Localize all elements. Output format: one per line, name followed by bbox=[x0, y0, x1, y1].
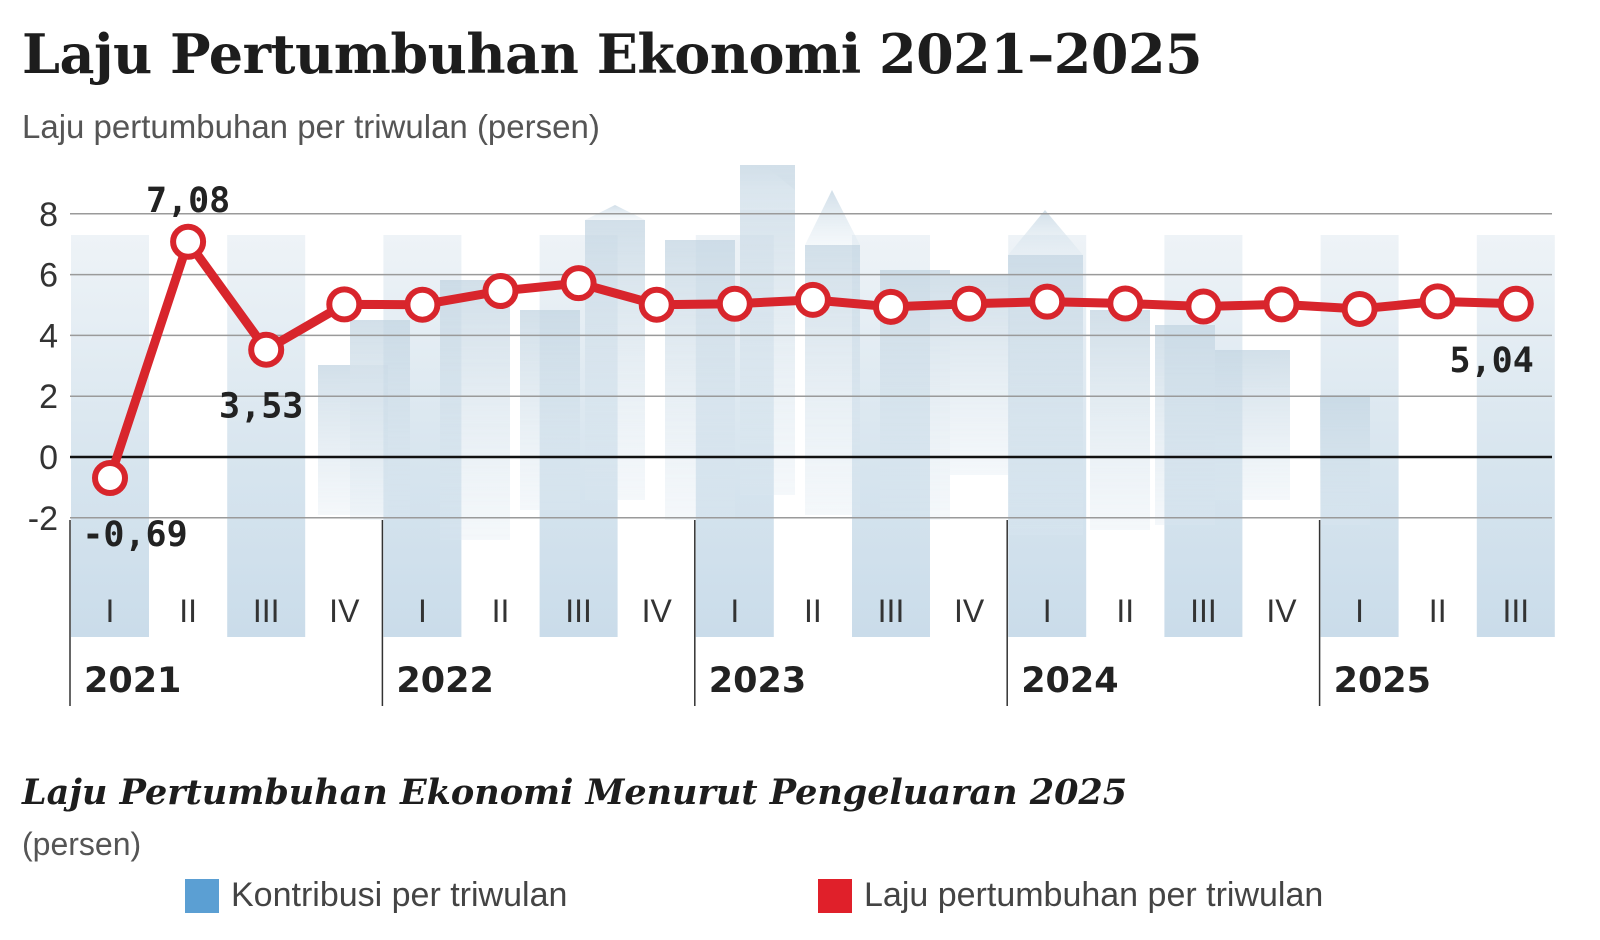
data-point bbox=[170, 223, 207, 260]
data-point bbox=[482, 273, 519, 310]
quarter-label: I bbox=[418, 593, 427, 629]
y-tick-label: 0 bbox=[39, 439, 58, 477]
y-tick-label: -2 bbox=[28, 500, 58, 538]
data-point bbox=[326, 286, 363, 323]
data-label: -0,69 bbox=[82, 515, 187, 555]
data-label: 5,04 bbox=[1450, 341, 1534, 381]
quarter-label: III bbox=[878, 593, 905, 629]
legend-label-contribution: Kontribusi per triwulan bbox=[231, 876, 568, 914]
quarter-label: IV bbox=[954, 593, 985, 629]
quarter-label: IV bbox=[329, 593, 360, 629]
data-point bbox=[1341, 290, 1378, 327]
year-label: 2024 bbox=[1021, 661, 1118, 701]
data-point bbox=[716, 285, 753, 322]
data-point bbox=[951, 285, 988, 322]
data-point bbox=[560, 265, 597, 302]
quarter-label: I bbox=[730, 593, 739, 629]
data-label: 7,08 bbox=[146, 181, 230, 221]
legend-swatch-blue bbox=[185, 878, 219, 913]
legend-swatch-red bbox=[818, 878, 852, 913]
y-tick-label: 4 bbox=[39, 317, 58, 355]
chart-title: Laju Pertumbuhan Ekonomi 2021–2025 bbox=[22, 22, 1203, 86]
quarter-label: IV bbox=[1266, 593, 1297, 629]
chart-subtitle: Laju pertumbuhan per triwulan (persen) bbox=[22, 108, 600, 145]
data-point bbox=[794, 281, 831, 318]
year-label: 2023 bbox=[709, 661, 806, 701]
quarter-label: II bbox=[179, 593, 197, 629]
quarter-label: II bbox=[1116, 593, 1134, 629]
quarter-label: I bbox=[106, 593, 115, 629]
quarter-label: II bbox=[804, 593, 822, 629]
skyline-decoration bbox=[318, 165, 1370, 540]
year-label: 2022 bbox=[396, 661, 493, 701]
data-point bbox=[248, 331, 285, 368]
legend-item-growth: Laju pertumbuhan per triwulan bbox=[818, 876, 1323, 915]
data-point bbox=[1185, 288, 1222, 325]
quarter-label: IV bbox=[642, 593, 673, 629]
legend-item-contribution: Kontribusi per triwulan bbox=[185, 876, 567, 915]
data-point bbox=[404, 286, 441, 323]
y-tick-label: 6 bbox=[39, 257, 58, 295]
quarter-label: III bbox=[565, 593, 592, 629]
data-point bbox=[92, 459, 128, 496]
data-point bbox=[638, 286, 675, 323]
quarter-label: III bbox=[1190, 593, 1217, 629]
legend-label-growth: Laju pertumbuhan per triwulan bbox=[864, 876, 1324, 914]
section-title: Laju Pertumbuhan Ekonomi Menurut Pengelu… bbox=[22, 772, 1128, 813]
quarter-label: I bbox=[1043, 593, 1052, 629]
y-tick-label: 8 bbox=[39, 196, 58, 234]
quarter-label: III bbox=[253, 593, 280, 629]
data-point bbox=[1263, 286, 1300, 323]
quarter-label: II bbox=[492, 593, 510, 629]
section-unit: (persen) bbox=[22, 826, 142, 862]
data-point bbox=[1107, 285, 1144, 322]
y-tick-label: 2 bbox=[39, 378, 58, 416]
data-point bbox=[1419, 283, 1456, 320]
quarter-label: I bbox=[1355, 593, 1364, 629]
year-label: 2025 bbox=[1334, 661, 1431, 701]
data-point bbox=[873, 288, 909, 325]
data-point bbox=[1497, 285, 1534, 322]
quarter-band bbox=[227, 235, 306, 637]
quarter-band bbox=[71, 235, 149, 637]
data-point bbox=[1029, 283, 1066, 320]
quarter-label: II bbox=[1429, 593, 1447, 629]
year-label: 2021 bbox=[84, 661, 181, 701]
quarter-label: III bbox=[1502, 593, 1529, 629]
data-label: 3,53 bbox=[219, 387, 303, 427]
